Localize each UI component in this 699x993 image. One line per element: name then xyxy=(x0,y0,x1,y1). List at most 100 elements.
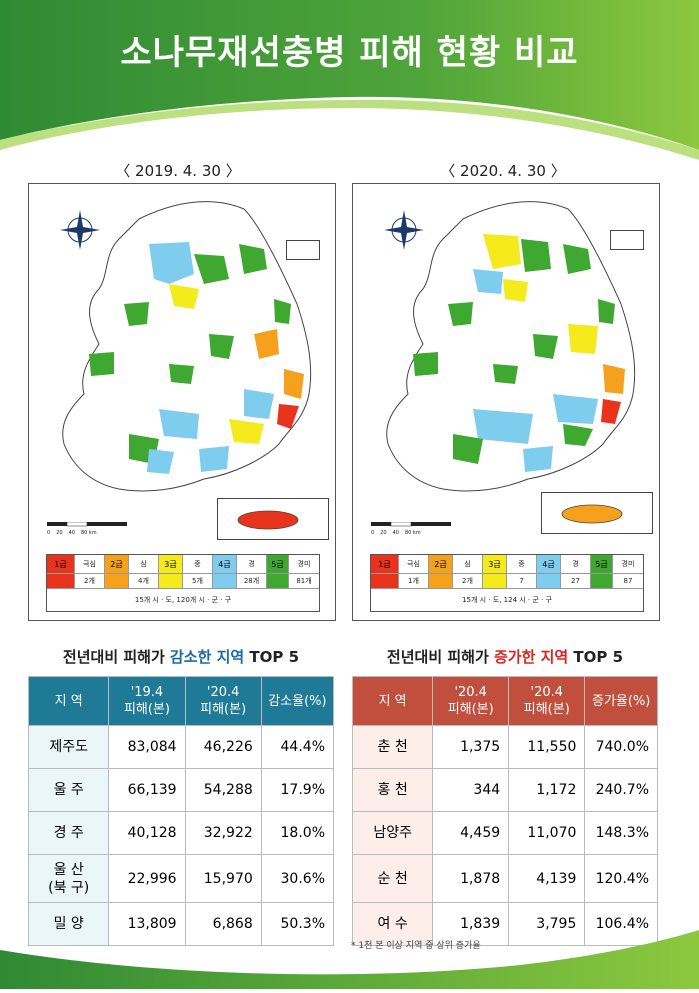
legend-grade: 3급 xyxy=(483,555,507,573)
value-cell: 44.4% xyxy=(260,725,335,769)
footnote: * 1천 본 이상 지역 중 상위 증가율 xyxy=(351,941,481,951)
scale-tick: 20 xyxy=(56,530,63,536)
value-cell: 13,809 xyxy=(108,902,186,946)
legend-label: 심 xyxy=(453,555,483,573)
legend-count: 5개 xyxy=(183,574,213,588)
value-cell: 54,288 xyxy=(184,768,262,812)
legend-label: 극심 xyxy=(75,555,105,573)
value-cell: 1,172 xyxy=(508,768,586,812)
legend-grade: 3급 xyxy=(159,555,183,573)
value-cell: 40,128 xyxy=(108,811,186,855)
region-cell: 순 천 xyxy=(351,854,434,903)
region-cell: 남양주 xyxy=(351,811,434,855)
jeju-inset xyxy=(541,492,653,534)
map-date-2020: 〈 2020. 4. 30 〉 xyxy=(440,162,566,180)
column-header: 감소율(%) xyxy=(260,676,335,726)
legend-count: 1개 xyxy=(399,574,429,588)
header-wave xyxy=(0,0,699,160)
value-cell: 22,996 xyxy=(108,854,186,903)
column-header: '19.4 피해(본) xyxy=(108,676,186,726)
value-cell: 50.3% xyxy=(260,902,335,946)
region-cell: 울 주 xyxy=(27,768,110,812)
value-cell: 11,550 xyxy=(508,725,586,769)
value-cell: 106.4% xyxy=(584,902,658,946)
value-cell: 17.9% xyxy=(260,768,335,812)
legend-grade: 2급 xyxy=(105,555,129,573)
region-cell: 제주도 xyxy=(27,725,110,769)
map-scale-bar: 0 20 40 80 km xyxy=(47,521,127,536)
legend-grade: 1급 xyxy=(47,555,75,573)
legend-grade: 5급 xyxy=(591,555,613,573)
legend-count: 27 xyxy=(561,574,591,588)
jeju-map xyxy=(237,510,299,530)
region-cell: 여 수 xyxy=(351,902,434,946)
region-cell: 밀 양 xyxy=(27,902,110,946)
jeju-map xyxy=(561,504,623,524)
compass-rose-icon xyxy=(57,207,103,253)
increase-table: 지 역 '20.4 피해(본) '20.4 피해(본) 증가율(%) 춘 천 1,375 1… xyxy=(351,676,658,946)
ulleung-inset xyxy=(610,230,644,250)
legend-label: 경 xyxy=(561,555,591,573)
table-row: 제주도 83,084 46,226 44.4% xyxy=(27,725,335,769)
map-date-2019: 〈 2019. 4. 30 〉 xyxy=(115,162,241,180)
legend-count: 4개 xyxy=(129,574,159,588)
column-header: '20.4 피해(본) xyxy=(184,676,262,726)
region-cell: 홍 천 xyxy=(351,768,434,812)
scale-tick: 40 xyxy=(392,530,399,536)
value-cell: 344 xyxy=(432,768,510,812)
table-header-row: 지 역 '20.4 피해(본) '20.4 피해(본) 증가율(%) xyxy=(351,676,658,726)
value-cell: 1,375 xyxy=(432,725,510,769)
scale-tick: 40 xyxy=(68,530,75,536)
map-panel-2019: 0 20 40 80 km 1급 극심 2급 심 3급 중 4급 경 5급 경미 2개… xyxy=(28,183,336,621)
scale-tick: 0 xyxy=(371,530,375,536)
decrease-table: 지 역 '19.4 피해(본) '20.4 피해(본) 감소율(%) 제주도 83,084… xyxy=(27,676,335,946)
jeju-inset xyxy=(217,498,329,540)
value-cell: 148.3% xyxy=(584,811,658,855)
column-header: '20.4 피해(본) xyxy=(432,676,510,726)
legend-label: 경미 xyxy=(621,560,635,568)
value-cell: 6,868 xyxy=(184,902,262,946)
decrease-section-title: 전년대비 피해가 감소한 지역 TOP 5 xyxy=(28,646,334,667)
table-row: 춘 천 1,375 11,550 740.0% xyxy=(351,725,658,769)
legend-count: 7 xyxy=(507,574,537,588)
legend-label: 심 xyxy=(129,555,159,573)
title-text: TOP 5 xyxy=(244,648,300,666)
legend-grade: 4급 xyxy=(213,555,237,573)
value-cell: 1,878 xyxy=(432,854,510,903)
compass-rose-icon xyxy=(381,207,427,253)
map-legend-2019: 1급 극심 2급 심 3급 중 4급 경 5급 경미 2개 4개 5개 28개 … xyxy=(46,554,320,612)
table-row: 홍 천 344 1,172 240.7% xyxy=(351,768,658,812)
map-panel-2020: 0 20 40 80 km 1급 극심 2급 심 3급 중 4급 경 5급 경미 1개… xyxy=(352,183,660,621)
footer-wave xyxy=(0,920,699,989)
table-row: 순 천 1,878 4,139 120.4% xyxy=(351,854,658,903)
header-banner: 소나무재선충병 피해 현황 비교 xyxy=(0,0,699,160)
value-cell: 4,139 xyxy=(508,854,586,903)
value-cell: 3,795 xyxy=(508,902,586,946)
table-row: 남양주 4,459 11,070 148.3% xyxy=(351,811,658,855)
value-cell: 32,922 xyxy=(184,811,262,855)
column-header: 증가율(%) xyxy=(584,676,658,726)
value-cell: 240.7% xyxy=(584,768,658,812)
legend-label: 극심 xyxy=(399,555,429,573)
title-highlight: 감소한 지역 xyxy=(169,648,245,666)
korea-map-2020 xyxy=(386,201,636,492)
column-header: '20.4 피해(본) xyxy=(508,676,586,726)
value-cell: 46,226 xyxy=(184,725,262,769)
increase-section-title: 전년대비 피해가 증가한 지역 TOP 5 xyxy=(352,646,658,667)
region-cell: 울 산 (북 구) xyxy=(27,854,110,903)
legend-total: 15개 시 · 도, 124 시 · 군 · 구 xyxy=(371,588,643,611)
legend-label: 경미 xyxy=(297,560,311,568)
legend-label: 중 xyxy=(507,555,537,573)
title-text: TOP 5 xyxy=(568,648,624,666)
title-text: 전년대비 피해가 xyxy=(62,648,170,666)
page-title: 소나무재선충병 피해 현황 비교 xyxy=(120,33,579,73)
table-row: 울 산 (북 구) 22,996 15,970 30.6% xyxy=(27,854,335,903)
title-highlight: 증가한 지역 xyxy=(493,648,569,666)
value-cell: 15,970 xyxy=(184,854,262,903)
legend-count: 81개 xyxy=(296,577,312,585)
table-row: 여 수 1,839 3,795 106.4% xyxy=(351,902,658,946)
region-cell: 경 주 xyxy=(27,811,110,855)
legend-grade: 2급 xyxy=(429,555,453,573)
column-header: 지 역 xyxy=(351,676,434,726)
scale-tick: 0 xyxy=(47,530,51,536)
